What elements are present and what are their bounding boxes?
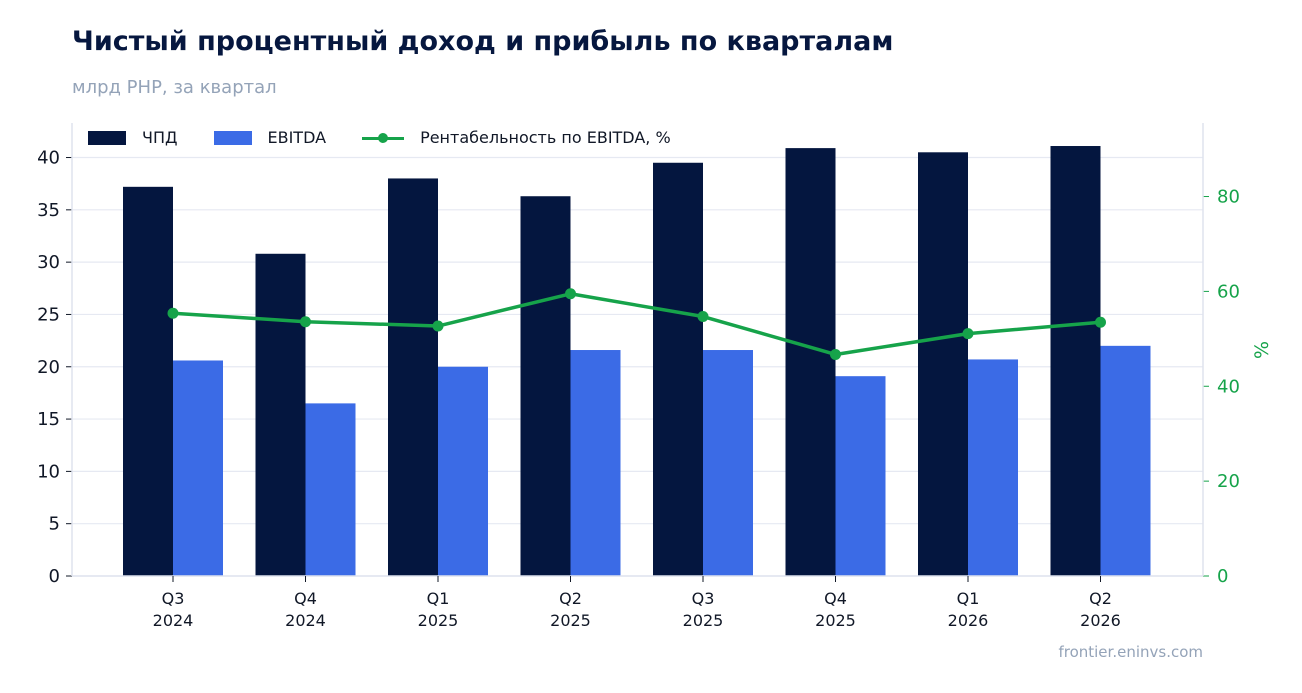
x-tick-label-quarter: Q2	[1089, 589, 1112, 608]
bar-ebitda[interactable]	[968, 359, 1018, 576]
legend-label-npd: ЧПД	[142, 128, 178, 147]
y2-tick-label: 0	[1217, 566, 1228, 587]
y2-tick-label: 20	[1217, 471, 1240, 492]
legend-label-ebitda: EBITDA	[267, 128, 327, 147]
bar-ebitda[interactable]	[438, 366, 488, 576]
bar-ebitda[interactable]	[570, 350, 621, 576]
y-tick-label: 40	[37, 148, 60, 169]
bar-ebitda[interactable]	[835, 376, 886, 576]
legend-swatch-npd	[88, 130, 126, 145]
y2-tick-label: 60	[1217, 281, 1240, 302]
legend-label-margin: Рентабельность по EBITDA, %	[420, 128, 671, 147]
x-tick-label-quarter: Q3	[692, 589, 715, 608]
x-tick-label-year: 2026	[1080, 611, 1121, 630]
chart-subtitle: млрд РНР, за квартал	[72, 77, 277, 98]
margin-point[interactable]	[565, 288, 576, 300]
y2-axis-label: %	[1251, 341, 1273, 359]
y-tick-label: 10	[37, 461, 60, 482]
y-tick-label: 30	[37, 252, 60, 273]
bar-npd[interactable]	[785, 148, 836, 576]
x-tick-label-year: 2025	[815, 611, 856, 630]
chart-legend: ЧПД EBITDA Рентабельность по EBITDA, %	[88, 128, 671, 147]
margin-point[interactable]	[830, 348, 841, 360]
bar-npd[interactable]	[1050, 146, 1101, 576]
x-tick-label-quarter: Q4	[294, 589, 317, 608]
margin-point[interactable]	[432, 320, 444, 332]
bar-npd[interactable]	[653, 162, 703, 577]
x-tick-label-year: 2025	[418, 611, 459, 630]
bar-npd[interactable]	[388, 178, 438, 576]
bar-ebitda[interactable]	[703, 350, 753, 576]
y-tick-label: 0	[49, 566, 60, 587]
y-tick-label: 20	[37, 357, 60, 378]
margin-point[interactable]	[962, 328, 974, 340]
bar-ebitda[interactable]	[173, 360, 223, 576]
x-tick-label-quarter: Q3	[162, 589, 185, 608]
x-tick-label-quarter: Q4	[824, 589, 847, 608]
legend-item-npd[interactable]: ЧПД	[88, 128, 178, 147]
margin-point[interactable]	[1095, 316, 1106, 328]
x-tick-label-year: 2026	[948, 611, 989, 630]
y-tick-label: 15	[37, 409, 60, 430]
bar-npd[interactable]	[918, 152, 968, 576]
legend-swatch-margin	[362, 131, 405, 145]
y2-tick-label: 80	[1217, 187, 1240, 208]
x-tick-label-quarter: Q1	[427, 589, 450, 608]
y-tick-label: 5	[49, 514, 60, 535]
margin-point[interactable]	[167, 307, 179, 319]
x-tick-label-year: 2024	[285, 611, 326, 630]
legend-item-margin[interactable]: Рентабельность по EBITDA, %	[362, 128, 671, 147]
y-tick-label: 35	[37, 200, 60, 221]
bar-ebitda[interactable]	[305, 403, 356, 576]
y-tick-label: 25	[37, 304, 60, 325]
bar-npd[interactable]	[255, 253, 306, 576]
chart-title: Чистый процентный доход и прибыль по ква…	[72, 26, 894, 57]
y2-tick-label: 40	[1217, 376, 1240, 397]
x-tick-label-quarter: Q1	[957, 589, 980, 608]
bar-ebitda[interactable]	[1100, 345, 1151, 576]
x-tick-label-year: 2025	[683, 611, 724, 630]
margin-point[interactable]	[697, 311, 709, 323]
bar-npd[interactable]	[123, 186, 173, 576]
x-tick-label-year: 2025	[550, 611, 591, 630]
source-label: frontier.eninvs.com	[1058, 643, 1203, 661]
x-tick-label-year: 2024	[153, 611, 194, 630]
margin-line	[172, 292, 1101, 357]
bar-npd[interactable]	[520, 196, 571, 576]
x-tick-label-quarter: Q2	[559, 589, 582, 608]
legend-swatch-ebitda	[213, 130, 252, 145]
margin-point[interactable]	[300, 316, 311, 328]
legend-item-ebitda[interactable]: EBITDA	[213, 128, 327, 147]
